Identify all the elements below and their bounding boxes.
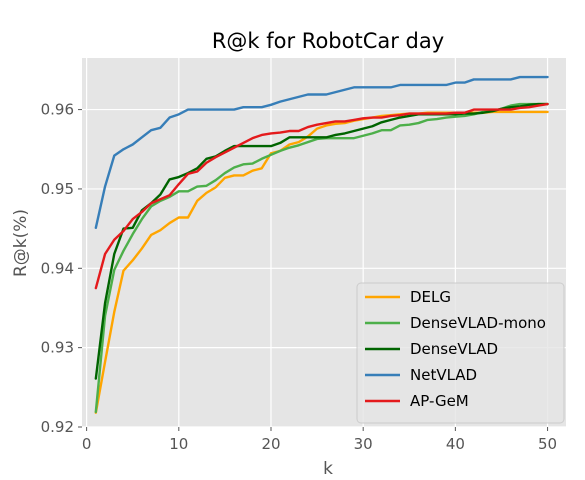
x-tick-label: 50 bbox=[538, 435, 557, 453]
series-line-ap-gem bbox=[94, 102, 549, 290]
legend-label-ap-gem: AP-GeM bbox=[410, 392, 469, 410]
y-tick-label: 0.96 bbox=[41, 101, 74, 119]
x-tick-label: 40 bbox=[446, 435, 465, 453]
legend-label-netvlad: NetVLAD bbox=[410, 366, 477, 384]
y-axis-label: R@k(%) bbox=[11, 209, 31, 277]
series-line-netvlad bbox=[94, 75, 549, 230]
x-tick-label: 10 bbox=[169, 435, 188, 453]
legend-label-delg: DELG bbox=[410, 288, 451, 306]
y-tick-label: 0.95 bbox=[41, 180, 74, 198]
legend-label-densevlad: DenseVLAD bbox=[410, 340, 498, 358]
series-line-densevlad bbox=[94, 102, 549, 380]
legend-label-densevlad-mono: DenseVLAD-mono bbox=[410, 314, 546, 332]
series-lines bbox=[94, 75, 549, 414]
x-tick-label: 30 bbox=[354, 435, 373, 453]
x-tick-label: 20 bbox=[261, 435, 280, 453]
x-tick-label: 0 bbox=[82, 435, 92, 453]
legend: DELG DenseVLAD-mono DenseVLAD NetVLAD AP-GeM bbox=[356, 282, 565, 424]
legend-box bbox=[356, 282, 565, 424]
y-tick-label: 0.93 bbox=[41, 339, 74, 357]
y-tick-labels: 0.92 0.93 0.94 0.95 0.96 bbox=[41, 101, 82, 436]
chart-title: R@k for RobotCar day bbox=[212, 29, 444, 53]
x-tick-labels: 0 10 20 30 40 50 bbox=[82, 427, 557, 453]
y-tick-label: 0.92 bbox=[41, 418, 74, 436]
y-tick-label: 0.94 bbox=[41, 259, 74, 277]
x-axis-label: k bbox=[323, 459, 333, 479]
